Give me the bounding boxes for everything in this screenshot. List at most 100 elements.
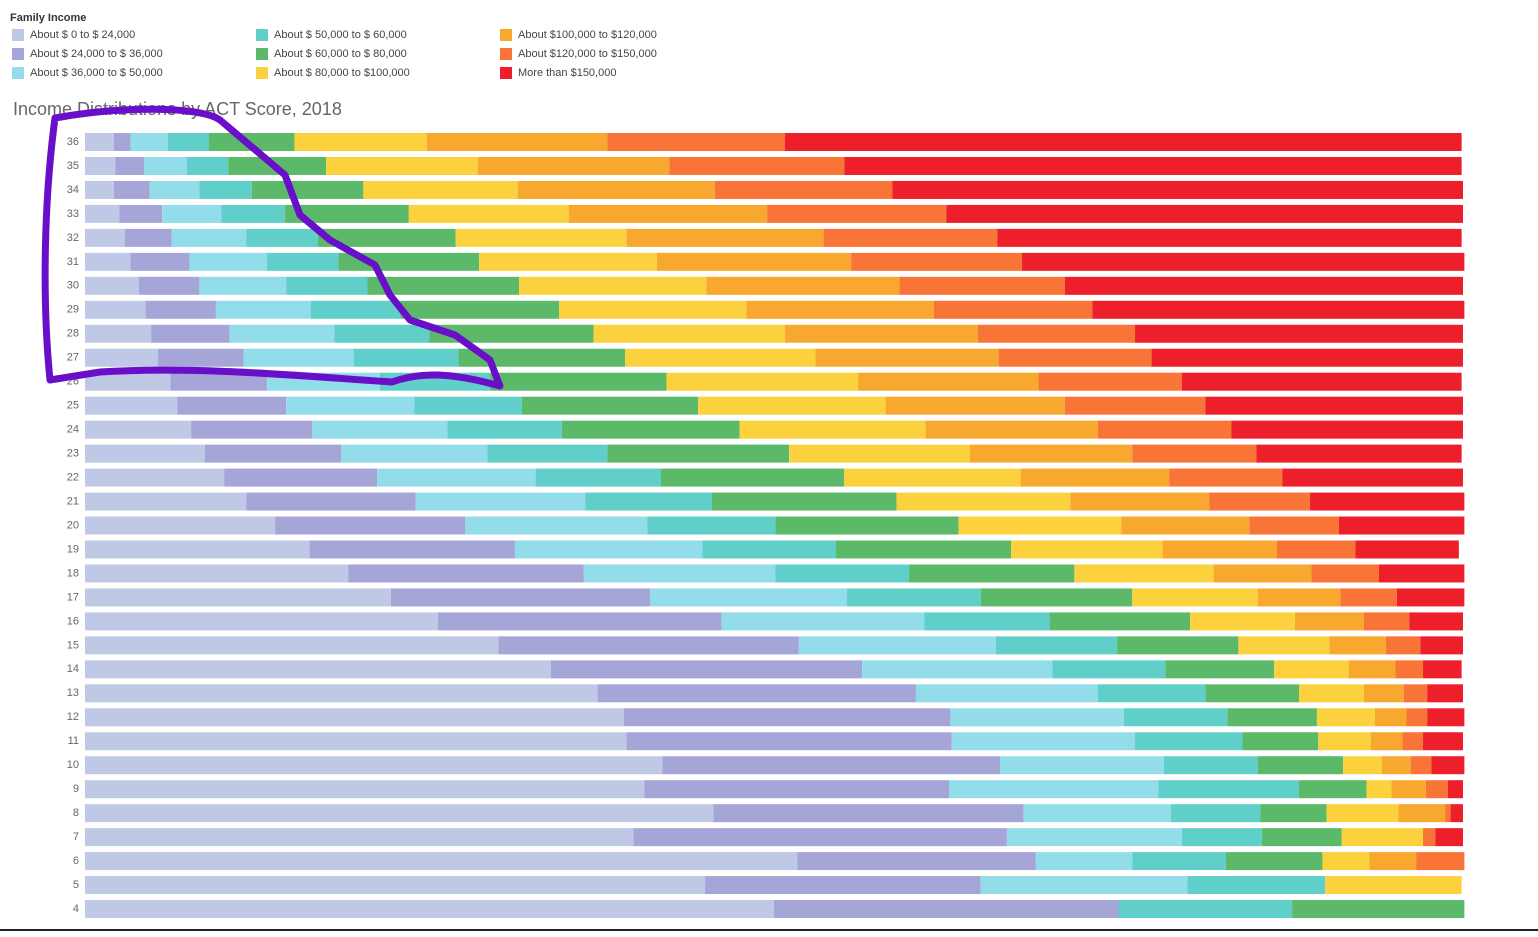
bar-segment (1294, 612, 1364, 631)
bar-segment (661, 468, 845, 487)
bar-segment (85, 156, 116, 175)
y-tick-label: 20 (67, 519, 79, 531)
bar-segment (1274, 660, 1349, 679)
bar-segment (649, 588, 848, 607)
bar-segment (85, 732, 627, 751)
bar-segment (326, 156, 478, 175)
bar-segment (1038, 372, 1182, 391)
bar-segment (1162, 540, 1277, 559)
annotation-scribble (41, 105, 504, 390)
bar-segment (85, 540, 310, 559)
bar-segment (1409, 612, 1463, 631)
y-tick-label: 16 (67, 615, 79, 627)
bar-segment (1064, 276, 1463, 295)
y-tick-label: 11 (68, 735, 79, 747)
bar-segment (1299, 780, 1367, 799)
bar-segment (1187, 876, 1326, 895)
bar-segment (1406, 708, 1428, 727)
bar-segment (429, 324, 594, 343)
bar-segment (177, 396, 287, 415)
bar-segment (885, 396, 1065, 415)
bar-segment (1370, 732, 1403, 751)
bar-segment (189, 252, 267, 271)
bar-segment (447, 420, 562, 439)
bar-segment (1402, 732, 1424, 751)
bar-segment (215, 300, 311, 319)
bar-segment (1169, 468, 1283, 487)
bar-segment (607, 133, 786, 151)
bar-segment (1052, 660, 1166, 679)
bar-segment (951, 732, 1136, 751)
y-tick-label: 33 (67, 208, 79, 220)
bar-segment (1385, 636, 1421, 655)
bar-segment (229, 324, 335, 343)
bar-segment (1132, 588, 1258, 607)
legend-label: More than $150,000 (518, 67, 616, 79)
bar-segment (415, 492, 586, 511)
bar-segment (1378, 564, 1465, 583)
bar-segment (1282, 468, 1463, 487)
bar-segment (1225, 852, 1323, 871)
y-tick-label: 7 (73, 831, 79, 843)
bar-segment (1343, 756, 1382, 775)
bar-segment (892, 180, 1463, 199)
bar-segment (1338, 516, 1465, 535)
bar-segment (130, 252, 190, 271)
bar-segment (980, 876, 1188, 895)
bar-segment (124, 228, 172, 247)
bar-segment (294, 133, 427, 151)
bar-segment (767, 204, 947, 223)
bar-segment (521, 396, 699, 415)
bar-segment (170, 372, 267, 391)
bar-segment (1366, 780, 1392, 799)
bar-segment (949, 780, 1159, 799)
bar-segment (1249, 516, 1339, 535)
bar-segment (167, 133, 210, 151)
bar-segment (1181, 372, 1462, 391)
bar-segment (1261, 828, 1342, 847)
bar-segment (1318, 732, 1371, 751)
bar-segment (85, 636, 499, 655)
bar-segment (1170, 804, 1261, 823)
bar-segment (85, 828, 634, 847)
bar-segment (858, 372, 1039, 391)
bar-segment (698, 396, 886, 415)
bar-segment (568, 204, 768, 223)
bar-segment (85, 468, 225, 487)
bar-segment (85, 804, 714, 823)
bar-segment (284, 204, 409, 223)
bar-segment (607, 444, 790, 463)
bar-segment (1374, 708, 1407, 727)
bar-segment (1238, 636, 1330, 655)
bar-segment (623, 708, 951, 727)
legend-swatch (256, 67, 268, 79)
bar-segment (1117, 636, 1239, 655)
bar-segment (377, 468, 536, 487)
bar-segment (348, 564, 584, 583)
bar-segment (585, 492, 712, 511)
legend-label: About $ 0 to $ 24,000 (30, 29, 135, 41)
bar-segment (1163, 756, 1258, 775)
bar-segment (310, 300, 401, 319)
bar-segment (275, 516, 466, 535)
bar-segment (243, 348, 354, 367)
bar-segment (1011, 540, 1163, 559)
bar-segment (363, 180, 518, 199)
y-tick-label: 6 (73, 855, 79, 867)
bar-segment (1341, 828, 1424, 847)
bar-segment (626, 228, 824, 247)
bar-segment (958, 516, 1122, 535)
bar-segment (1326, 804, 1399, 823)
bar-segment (477, 156, 670, 175)
bar-segment (823, 228, 998, 247)
bar-segment (746, 300, 934, 319)
bar-segment (1158, 780, 1300, 799)
bar-segment (633, 828, 1007, 847)
bar-segment (390, 588, 650, 607)
bar-segment (775, 516, 959, 535)
bar-segment (1403, 684, 1428, 703)
y-tick-label: 35 (67, 160, 79, 172)
bar-segment (950, 708, 1125, 727)
